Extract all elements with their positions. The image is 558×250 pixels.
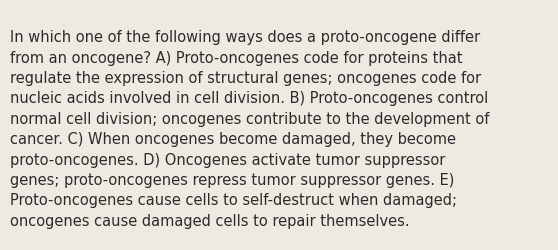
Text: In which one of the following ways does a proto-oncogene differ
from an oncogene: In which one of the following ways does … bbox=[10, 30, 489, 228]
